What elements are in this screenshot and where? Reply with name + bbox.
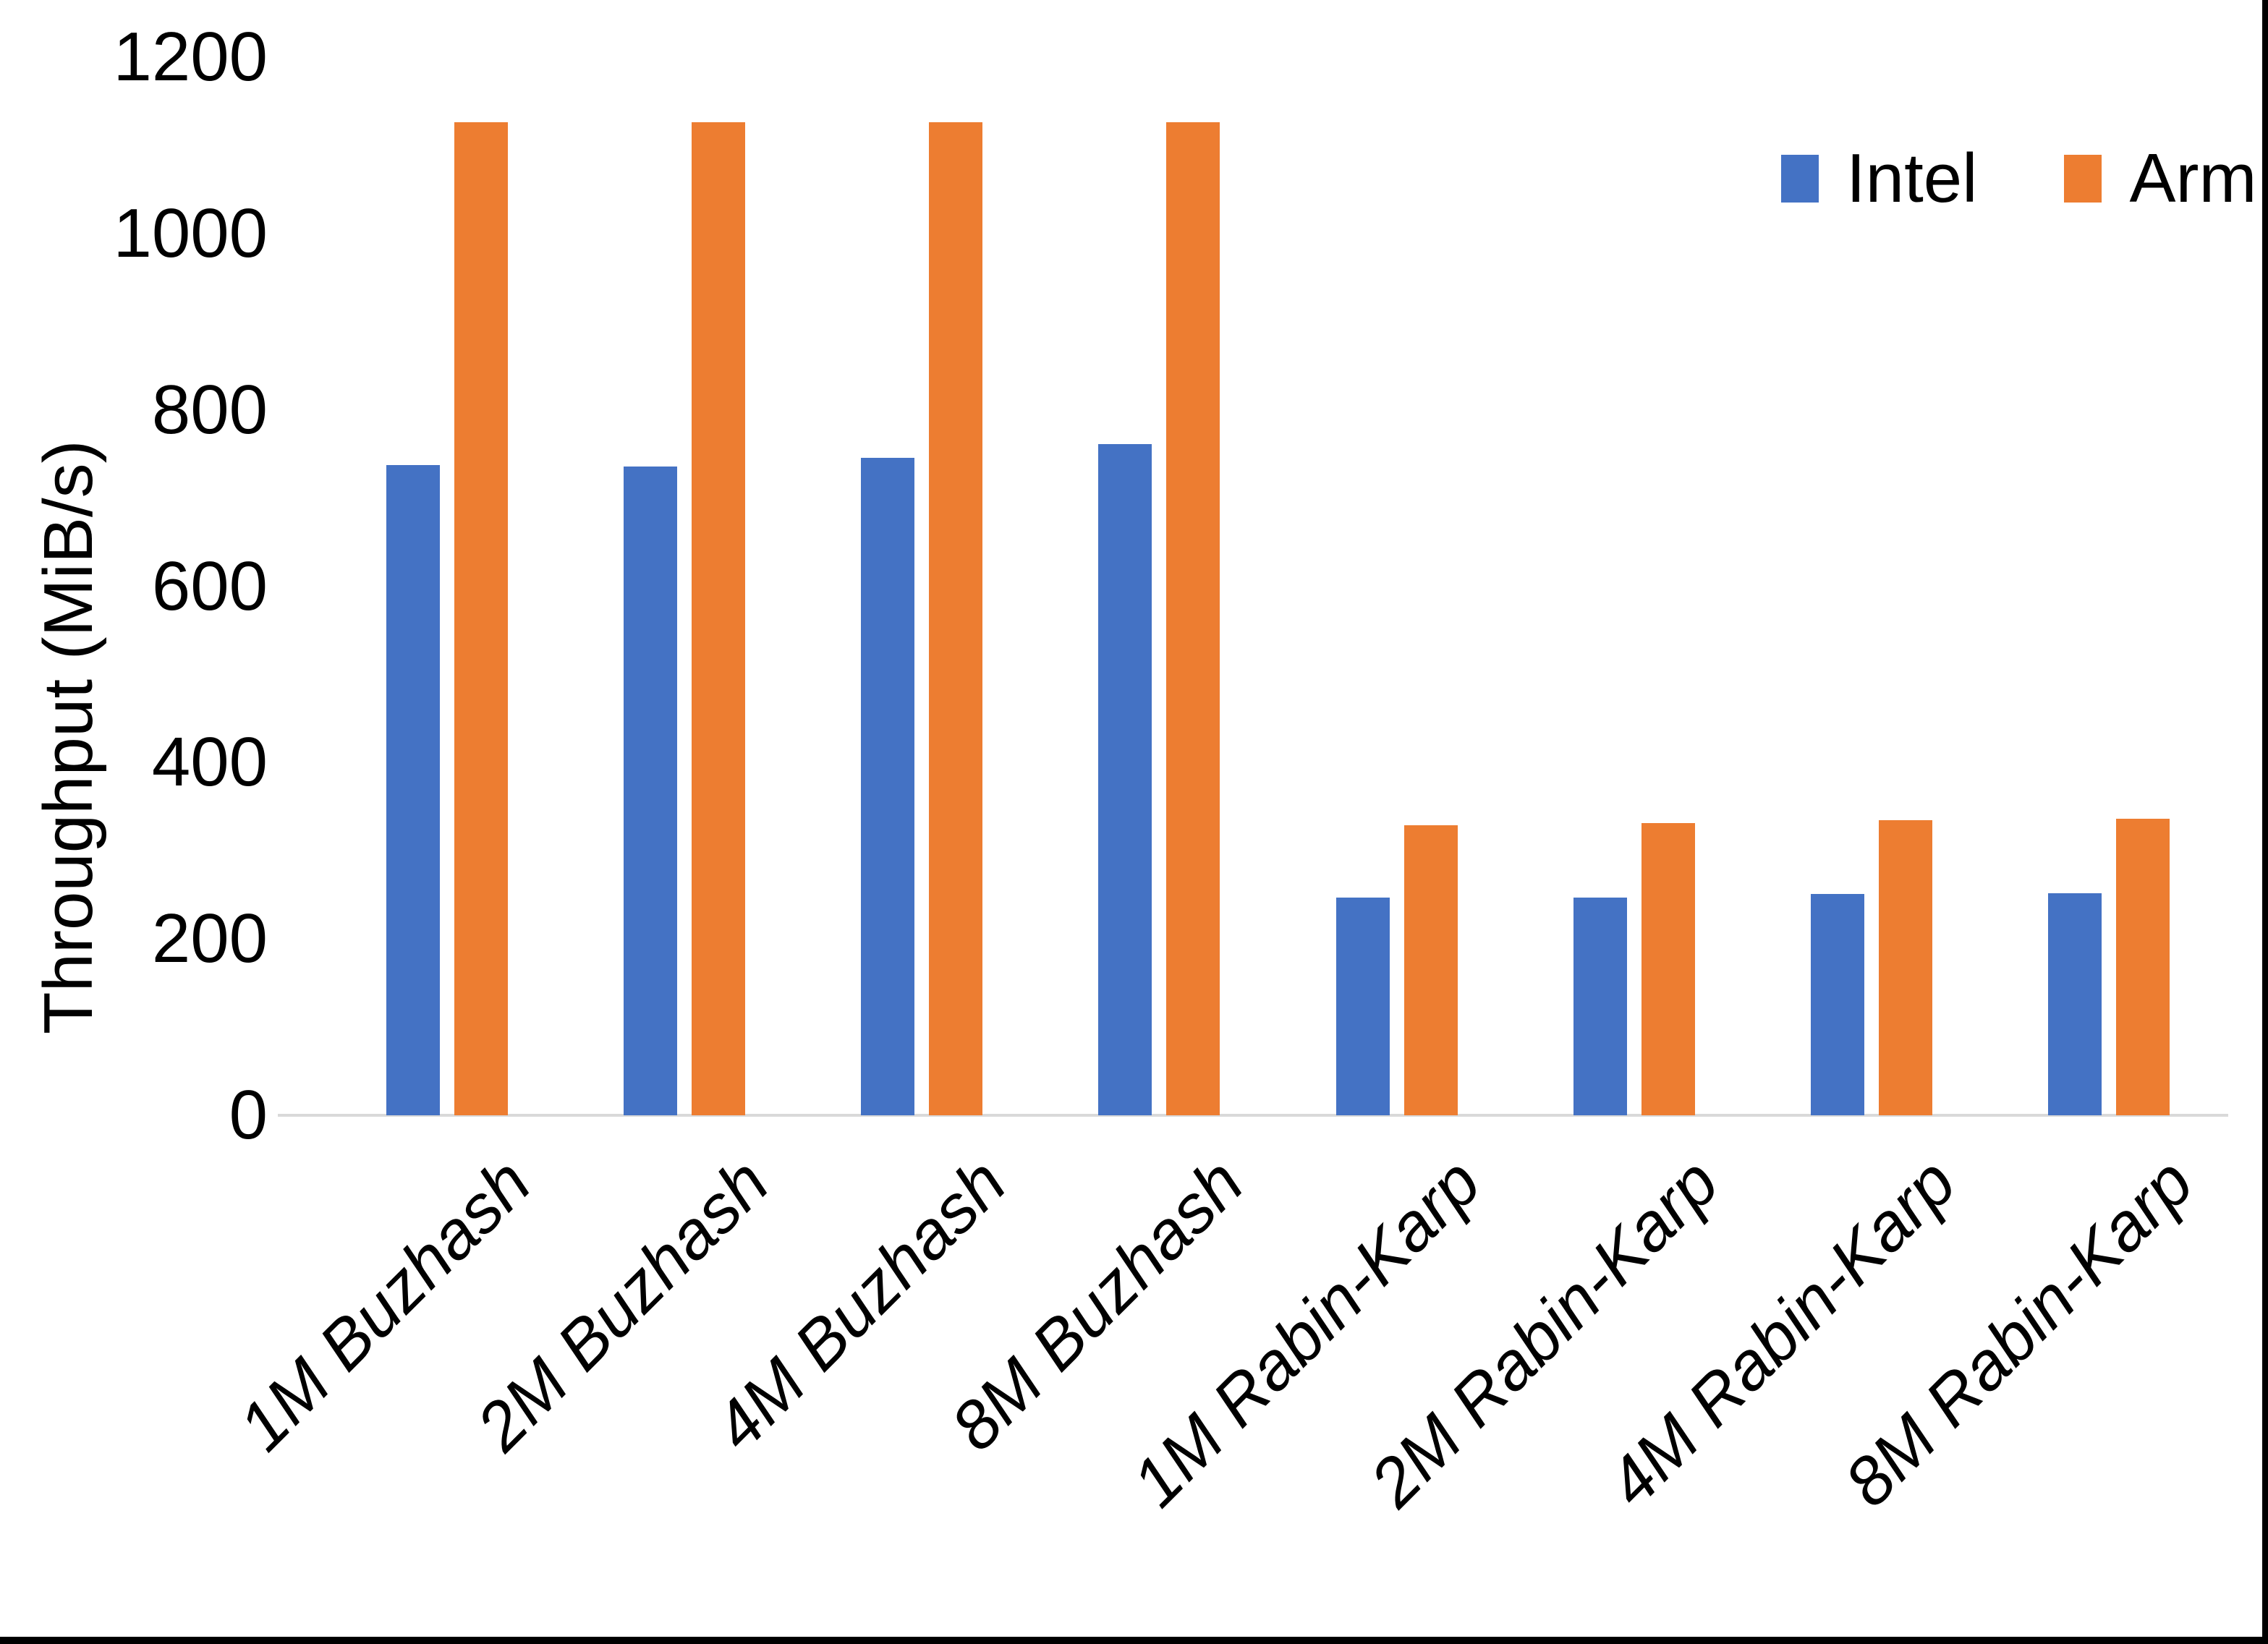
bar-arm-1m-buzhash [454, 122, 508, 1115]
bar-intel-1m-buzhash [386, 465, 440, 1115]
legend-label-arm: Arm [2129, 140, 2257, 217]
y-tick-label-0: 0 [229, 1076, 268, 1154]
y-tick-label-1000: 1000 [113, 195, 268, 272]
bar-intel-4m-buzhash [861, 458, 914, 1115]
legend: Intel Arm [1781, 139, 2256, 218]
y-tick-label-200: 200 [151, 900, 268, 977]
bar-arm-2m-buzhash [692, 122, 745, 1115]
y-tick-label-800: 800 [151, 371, 268, 448]
bar-arm-8m-buzhash [1166, 122, 1220, 1115]
screenshot-border-bottom [0, 1637, 2268, 1644]
legend-label-intel: Intel [1846, 140, 1978, 217]
bar-intel-8m-rabin-karp [2048, 893, 2102, 1115]
bar-arm-1m-rabin-karp [1404, 825, 1458, 1115]
y-tick-label-1200: 1200 [113, 18, 268, 95]
bar-intel-2m-rabin-karp [1573, 898, 1627, 1115]
legend-entry-intel: Intel [1781, 139, 1977, 218]
bar-intel-4m-rabin-karp [1811, 894, 1864, 1115]
bar-arm-4m-buzhash [929, 122, 982, 1115]
bar-arm-4m-rabin-karp [1879, 820, 1932, 1115]
screenshot-border-right [2262, 0, 2268, 1644]
bar-intel-2m-buzhash [624, 467, 677, 1115]
legend-swatch-intel [1781, 155, 1819, 203]
bar-arm-2m-rabin-karp [1641, 823, 1695, 1115]
x-axis-line [278, 1114, 2228, 1117]
legend-swatch-arm [2064, 155, 2102, 203]
y-tick-label-600: 600 [151, 548, 268, 625]
bar-intel-8m-buzhash [1098, 444, 1152, 1115]
y-tick-label-400: 400 [151, 723, 268, 801]
bar-intel-1m-rabin-karp [1336, 898, 1390, 1115]
legend-entry-arm: Arm [2064, 139, 2256, 218]
bar-arm-8m-rabin-karp [2116, 819, 2170, 1115]
